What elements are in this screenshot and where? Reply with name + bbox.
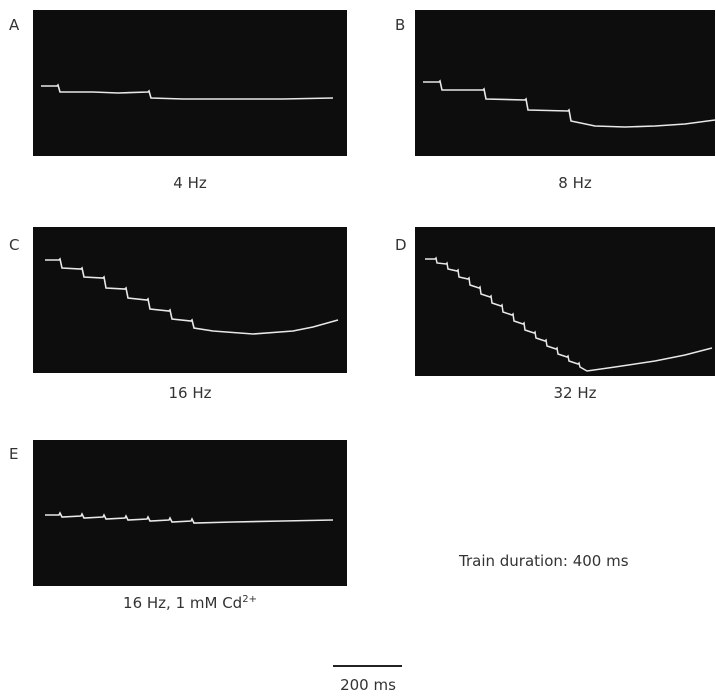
trace-panel-c xyxy=(33,227,347,373)
panel-letter-e: E xyxy=(9,445,19,463)
panel-letter-d: D xyxy=(395,236,407,254)
trace-a xyxy=(41,83,334,100)
scale-bar-label: 200 ms xyxy=(340,676,396,694)
caption-e-sup: 2+ xyxy=(242,594,257,605)
caption-c: 16 Hz xyxy=(168,384,212,402)
caption-b: 8 Hz xyxy=(558,174,592,192)
train-duration-note: Train duration: 400 ms xyxy=(459,552,629,570)
caption-e: 16 Hz, 1 mM Cd2+ xyxy=(80,594,300,612)
trace-panel-b xyxy=(415,10,715,156)
panel-letter-c: C xyxy=(9,236,20,254)
caption-a: 4 Hz xyxy=(173,174,207,192)
panel-letter-a: A xyxy=(9,16,20,34)
trace-panel-a xyxy=(33,10,347,156)
trace-e xyxy=(45,511,334,524)
trace-d xyxy=(425,256,713,372)
panel-letter-b: B xyxy=(395,16,406,34)
caption-e-main: 16 Hz, 1 mM Cd xyxy=(123,594,243,612)
scale-bar xyxy=(333,665,402,667)
trace-panel-e xyxy=(33,440,347,586)
trace-panel-d xyxy=(415,227,715,376)
caption-d: 32 Hz xyxy=(553,384,597,402)
trace-b xyxy=(423,79,715,128)
trace-c xyxy=(45,257,339,335)
